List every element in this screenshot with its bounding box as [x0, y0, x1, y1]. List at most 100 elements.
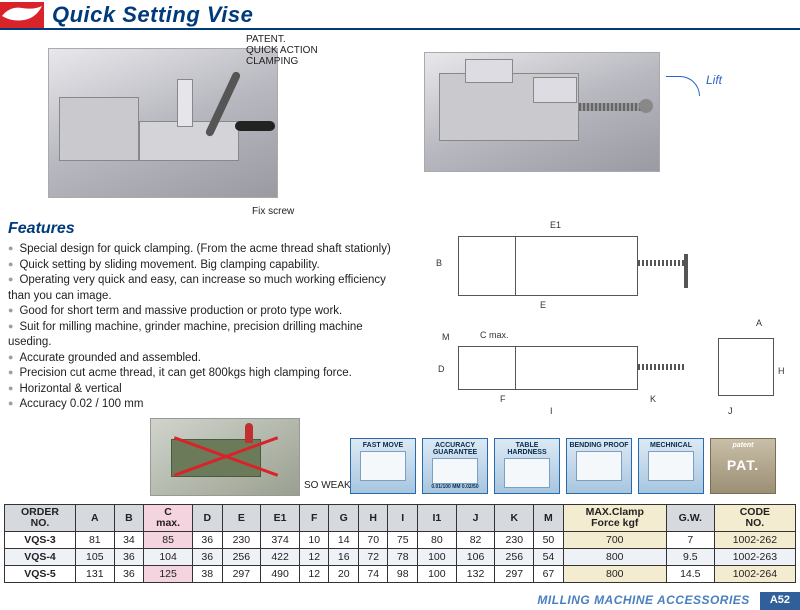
table-header-cell: H: [358, 505, 388, 532]
features-section: Features Special design for quick clampi…: [8, 220, 398, 413]
spec-table-head: ORDERNO.ABCmax.DEE1FGHII1JKMMAX.ClampFor…: [5, 505, 796, 532]
table-cell: 70: [358, 532, 388, 549]
table-cell: 131: [75, 566, 114, 583]
accuracy-icon: [432, 458, 478, 484]
badge-sub: 0.01/100 MM 0.02/50: [431, 484, 478, 490]
table-cell: 105: [75, 549, 114, 566]
spec-table-body: VQS-381348536230374101470758082230507007…: [5, 532, 796, 583]
table-header-cell: K: [495, 505, 534, 532]
dim-label: I: [550, 406, 553, 416]
table-cell: 374: [261, 532, 300, 549]
dim-label: C max.: [480, 330, 509, 340]
page-title: Quick Setting Vise: [52, 2, 253, 28]
bending-icon: [576, 451, 622, 481]
table-header-cell: D: [193, 505, 223, 532]
table-header-cell: G.W.: [666, 505, 714, 532]
table-cell: 85: [144, 532, 193, 549]
footer-section-label: MILLING MACHINE ACCESSORIES: [527, 592, 759, 610]
badge-patent-big: PAT.: [727, 457, 759, 473]
badge-bending: BENDING PROOF: [566, 438, 632, 494]
table-cell: 297: [222, 566, 261, 583]
table-cell: 297: [495, 566, 534, 583]
table-cell: 54: [534, 549, 564, 566]
technical-drawing: E1 E B A H J C max. M F I D K: [430, 218, 782, 418]
table-cell: 72: [358, 549, 388, 566]
badge-label: FAST MOVE: [363, 442, 403, 449]
table-cell: 75: [388, 532, 418, 549]
badge-strip: FAST MOVE ACCURACY GUARANTEE 0.01/100 MM…: [350, 438, 776, 494]
dim-label: K: [650, 394, 656, 404]
table-cell: 100: [417, 566, 456, 583]
brand-logo: [0, 2, 44, 28]
table-cell: VQS-4: [5, 549, 76, 566]
table-header-cell: I: [388, 505, 418, 532]
table-cell: 36: [193, 532, 223, 549]
badge-label: MECHNICAL: [650, 442, 692, 449]
annotation-lift: Lift: [706, 74, 722, 87]
table-cell: 256: [222, 549, 261, 566]
table-cell: 800: [563, 566, 666, 583]
table-header-cell: ORDERNO.: [5, 505, 76, 532]
table-header-cell: F: [299, 505, 329, 532]
badge-fast-move: FAST MOVE: [350, 438, 416, 494]
table-cell: 14.5: [666, 566, 714, 583]
table-cell: 132: [456, 566, 495, 583]
dim-label: D: [438, 364, 445, 374]
table-header-cell: A: [75, 505, 114, 532]
table-row: VQS-410536104362564221216727810010625654…: [5, 549, 796, 566]
table-cell: 422: [261, 549, 300, 566]
table-cell: 700: [563, 532, 666, 549]
badge-hardness: TABLE HARDNESS: [494, 438, 560, 494]
hardness-icon: [504, 458, 550, 488]
table-cell: 230: [495, 532, 534, 549]
table-header-cell: I1: [417, 505, 456, 532]
table-cell: 74: [358, 566, 388, 583]
features-list: Special design for quick clamping. (From…: [8, 242, 398, 413]
feature-item: Accurate grounded and assembled.: [8, 351, 398, 367]
dim-label: J: [728, 406, 733, 416]
table-header-cell: J: [456, 505, 495, 532]
table-cell: 50: [534, 532, 564, 549]
table-cell: 1002-264: [714, 566, 795, 583]
table-cell: 125: [144, 566, 193, 583]
badge-mechanical: MECHNICAL: [638, 438, 704, 494]
dim-label: H: [778, 366, 785, 376]
fast-move-icon: [360, 451, 406, 481]
feature-item: Suit for milling machine, grinder machin…: [8, 320, 398, 351]
table-cell: 38: [193, 566, 223, 583]
dim-label: M: [442, 332, 450, 342]
table-row: VQS-381348536230374101470758082230507007…: [5, 532, 796, 549]
dim-label: E: [540, 300, 546, 310]
spec-table: ORDERNO.ABCmax.DEE1FGHII1JKMMAX.ClampFor…: [4, 504, 796, 583]
table-cell: 80: [417, 532, 456, 549]
dim-label: A: [756, 318, 762, 328]
feature-item: Good for short term and massive producti…: [8, 304, 398, 320]
table-header-cell: E: [222, 505, 261, 532]
hero-area: PATENT. QUICK ACTION CLAMPING Fix screw …: [0, 30, 800, 220]
table-cell: 1002-263: [714, 549, 795, 566]
badge-label: patent: [733, 442, 754, 449]
lift-arrow: [666, 76, 700, 96]
feature-item: Special design for quick clamping. (From…: [8, 242, 398, 258]
table-cell: 100: [417, 549, 456, 566]
table-cell: 36: [193, 549, 223, 566]
table-cell: 800: [563, 549, 666, 566]
annotation-patent: PATENT. QUICK ACTION CLAMPING: [246, 34, 318, 67]
annotation-fix-screw: Fix screw: [252, 206, 294, 217]
badge-label: ACCURACY GUARANTEE: [425, 442, 485, 456]
table-header-cell: E1: [261, 505, 300, 532]
table-cell: 12: [299, 549, 329, 566]
table-cell: 78: [388, 549, 418, 566]
feature-item: Precision cut acme thread, it can get 80…: [8, 366, 398, 382]
table-cell: 82: [456, 532, 495, 549]
table-cell: VQS-3: [5, 532, 76, 549]
table-header-cell: B: [114, 505, 144, 532]
table-cell: 230: [222, 532, 261, 549]
mechanical-icon: [648, 451, 694, 481]
features-heading: Features: [8, 220, 398, 238]
dim-label: F: [500, 394, 506, 404]
feature-item: Operating very quick and easy, can incre…: [8, 273, 398, 304]
table-row: VQS-513136125382974901220749810013229767…: [5, 566, 796, 583]
page-header: Quick Setting Vise: [0, 0, 800, 30]
table-cell: 98: [388, 566, 418, 583]
